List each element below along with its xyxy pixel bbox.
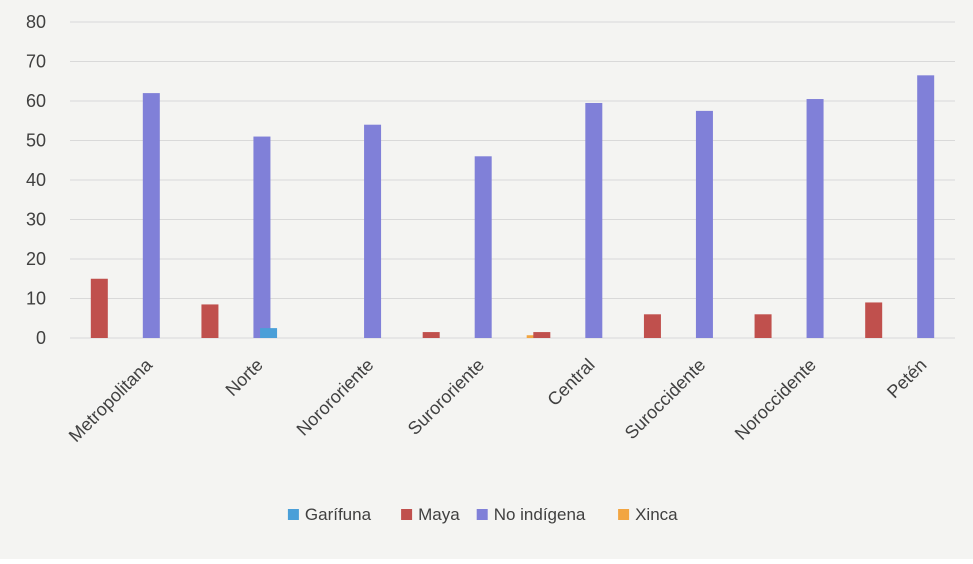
y-axis: 0 10 20 30 40 50 60 70 80: [26, 12, 46, 348]
legend-label-gar-funa: Garífuna: [305, 505, 372, 524]
bar-maya-norte: [201, 304, 219, 338]
y-tick-label: 70: [26, 52, 46, 72]
bars: [90, 75, 935, 339]
x-tick-label: Norte: [222, 355, 267, 400]
bar-no-ind-gena-pet-n: [917, 75, 935, 338]
y-tick-label: 50: [26, 131, 46, 151]
bar-maya-pet-n: [865, 302, 883, 338]
bar-no-ind-gena-metropolitana: [142, 93, 160, 338]
x-tick-label: Metropolitana: [65, 354, 157, 446]
legend-label-no-ind-gena: No indígena: [494, 505, 586, 524]
x-tick-label: Surororiente: [404, 355, 488, 439]
y-tick-label: 20: [26, 249, 46, 269]
gridlines: [70, 21, 955, 339]
bar-maya-metropolitana: [90, 278, 108, 338]
bar-maya-surororiente: [422, 332, 440, 338]
bar-maya-noroccidente: [754, 314, 772, 338]
bar-gar-funa-norororiente: [260, 328, 278, 338]
legend-swatch-gar-funa: [287, 509, 299, 520]
y-tick-label: 80: [26, 12, 46, 32]
legend-swatch-no-ind-gena: [476, 509, 488, 520]
bar-no-ind-gena-suroccidente: [695, 110, 713, 338]
x-tick-label: Suroccidente: [621, 355, 709, 443]
bar-no-ind-gena-norte: [253, 136, 271, 338]
bar-maya-suroccidente: [643, 314, 661, 338]
bar-maya-central: [533, 332, 551, 338]
x-axis: Metropolitana Norte Norororiente Surororien…: [65, 354, 931, 446]
x-tick-label: Petén: [883, 355, 930, 402]
bar-no-ind-gena-noroccidente: [806, 99, 824, 339]
legend-swatch-xinca: [618, 509, 630, 520]
bar-no-ind-gena-norororiente: [364, 124, 382, 338]
y-tick-label: 30: [26, 210, 46, 230]
y-tick-label: 0: [36, 328, 46, 348]
x-tick-label: Norororiente: [293, 355, 378, 440]
y-tick-label: 10: [26, 289, 46, 309]
legend: Garífuna Maya No indígena Xinca: [287, 505, 678, 524]
x-tick-label: Central: [543, 355, 598, 410]
y-tick-label: 60: [26, 91, 46, 111]
legend-swatch-maya: [401, 509, 413, 520]
bar-no-ind-gena-central: [585, 102, 603, 338]
legend-label-xinca: Xinca: [635, 505, 678, 524]
bar-no-ind-gena-surororiente: [474, 156, 492, 338]
x-tick-label: Noroccidente: [731, 355, 820, 444]
legend-label-maya: Maya: [418, 505, 460, 524]
y-tick-label: 40: [26, 170, 46, 190]
